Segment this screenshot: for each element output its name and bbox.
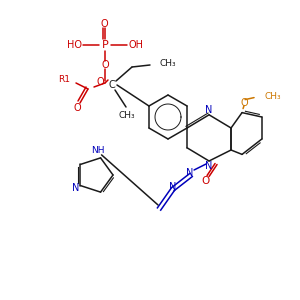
Text: N: N xyxy=(206,161,213,171)
Text: CH₃: CH₃ xyxy=(160,59,177,68)
Text: CH₃: CH₃ xyxy=(264,92,281,101)
Text: P: P xyxy=(102,40,108,50)
Text: N: N xyxy=(186,168,194,178)
Text: N: N xyxy=(206,105,213,115)
Text: O: O xyxy=(240,98,248,108)
Text: CH₃: CH₃ xyxy=(119,110,135,119)
Text: O: O xyxy=(73,103,81,113)
Text: O: O xyxy=(101,60,109,70)
Text: O: O xyxy=(100,19,108,29)
Text: C: C xyxy=(109,80,116,90)
Text: O: O xyxy=(201,176,209,187)
Text: OH: OH xyxy=(128,40,143,50)
Text: HO: HO xyxy=(67,40,82,50)
Text: N: N xyxy=(72,183,79,193)
Text: O: O xyxy=(96,77,104,87)
Text: R1: R1 xyxy=(58,76,70,85)
Text: N: N xyxy=(169,182,177,192)
Text: NH: NH xyxy=(91,146,104,155)
